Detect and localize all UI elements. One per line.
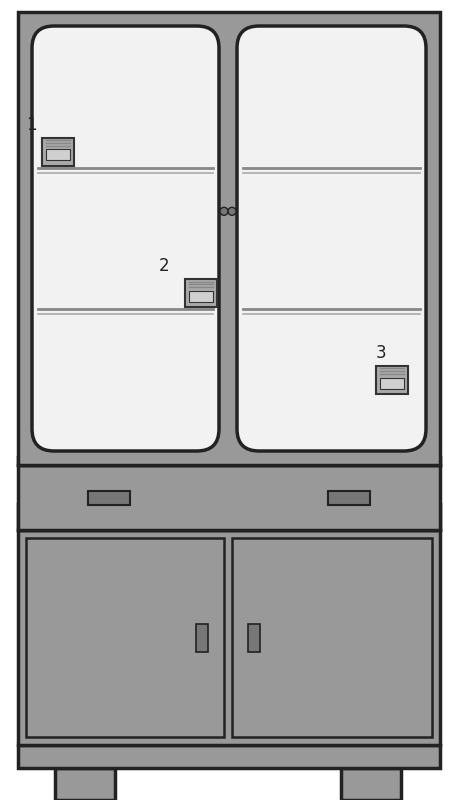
- Circle shape: [219, 207, 228, 215]
- Bar: [18, 12, 439, 465]
- Text: 2: 2: [159, 258, 169, 275]
- Text: 3: 3: [375, 344, 386, 362]
- Bar: [18, 465, 439, 530]
- Bar: [248, 623, 259, 651]
- Bar: [18, 504, 439, 530]
- Bar: [327, 490, 369, 505]
- Bar: [340, 768, 400, 800]
- FancyBboxPatch shape: [237, 26, 425, 451]
- Bar: [18, 530, 439, 745]
- Bar: [196, 623, 207, 651]
- Bar: [26, 538, 223, 737]
- Bar: [18, 457, 439, 465]
- Bar: [232, 538, 431, 737]
- FancyBboxPatch shape: [32, 26, 218, 451]
- Bar: [185, 279, 217, 307]
- Bar: [46, 150, 70, 160]
- Bar: [379, 378, 403, 389]
- Text: 1: 1: [26, 116, 36, 134]
- Bar: [88, 490, 130, 505]
- Bar: [42, 138, 74, 166]
- Bar: [18, 745, 439, 768]
- Bar: [188, 291, 212, 302]
- Bar: [55, 768, 115, 800]
- Bar: [375, 366, 407, 394]
- Circle shape: [228, 207, 236, 215]
